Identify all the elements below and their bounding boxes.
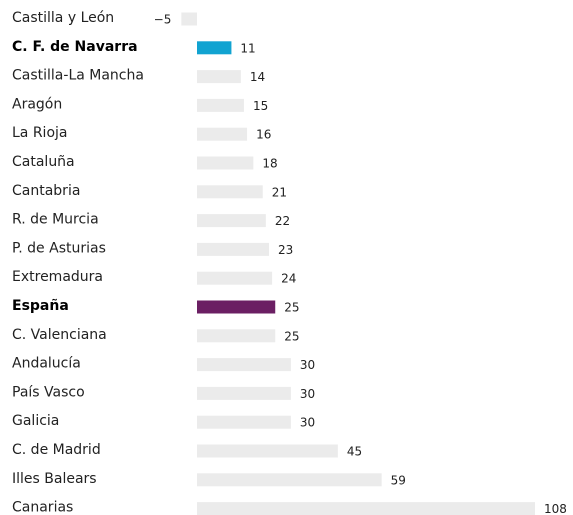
- category-label: Galicia: [12, 413, 59, 429]
- value-label: 18: [262, 157, 277, 171]
- bar: [197, 214, 266, 228]
- category-label: País Vasco: [12, 384, 85, 400]
- category-label: Cantabria: [12, 183, 80, 199]
- value-label: 30: [300, 358, 315, 372]
- value-label: 14: [250, 70, 265, 84]
- bar: [197, 300, 276, 314]
- bar: [197, 271, 273, 285]
- bar: [197, 502, 535, 515]
- category-label: P. de Asturias: [12, 240, 106, 256]
- category-label: Castilla-La Mancha: [12, 68, 144, 84]
- bar: [197, 386, 291, 400]
- bar: [197, 127, 248, 141]
- category-label: Castilla y León: [12, 10, 114, 26]
- value-label: 25: [284, 301, 299, 315]
- bar: [197, 98, 244, 112]
- bar: [197, 242, 269, 256]
- bar: [181, 12, 197, 26]
- value-label: 108: [544, 502, 567, 515]
- category-label: C. Valenciana: [12, 327, 107, 343]
- category-label: La Rioja: [12, 125, 67, 141]
- category-label: Aragón: [12, 96, 62, 112]
- category-label: Andalucía: [12, 356, 81, 372]
- bar: [197, 156, 254, 170]
- value-label: 22: [275, 214, 290, 228]
- value-label: 11: [240, 41, 255, 55]
- value-label: 23: [278, 243, 293, 257]
- bar: [197, 70, 241, 84]
- category-label: Canarias: [12, 500, 73, 515]
- category-label: Illes Balears: [12, 471, 97, 487]
- bar: [197, 415, 291, 429]
- category-label: España: [12, 298, 69, 314]
- bar: [197, 41, 232, 55]
- value-label: 16: [256, 128, 271, 142]
- value-label: −5: [154, 13, 172, 27]
- category-label: Extremadura: [12, 269, 103, 285]
- value-label: 25: [284, 329, 299, 343]
- bar: [197, 473, 382, 487]
- value-label: 15: [253, 99, 268, 113]
- category-label: Cataluña: [12, 154, 75, 170]
- category-label: C. de Madrid: [12, 442, 101, 458]
- value-label: 30: [300, 387, 315, 401]
- bar: [197, 444, 338, 458]
- value-label: 59: [391, 473, 406, 487]
- category-label: R. de Murcia: [12, 212, 99, 228]
- bar: [197, 329, 276, 343]
- value-label: 24: [281, 272, 296, 286]
- category-label: C. F. de Navarra: [12, 39, 138, 55]
- bar: [197, 358, 291, 372]
- value-label: 30: [300, 416, 315, 430]
- bar: [197, 185, 263, 199]
- value-label: 45: [347, 445, 362, 459]
- value-label: 21: [272, 185, 287, 199]
